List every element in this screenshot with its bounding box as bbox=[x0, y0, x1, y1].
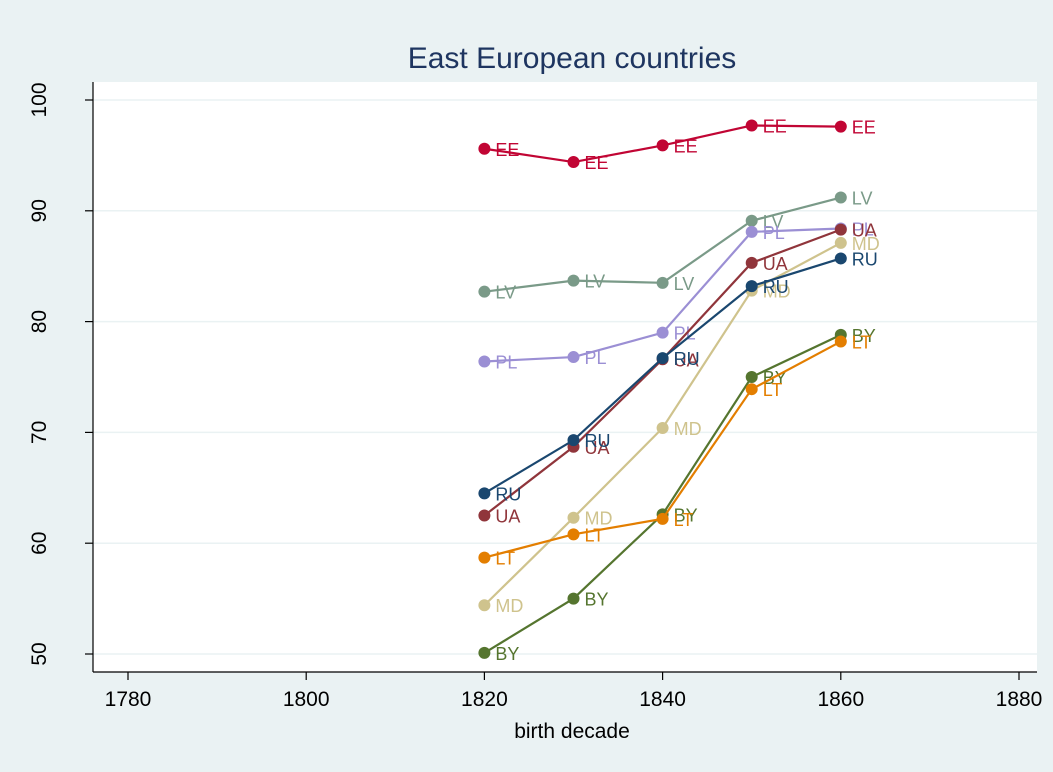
data-point bbox=[478, 487, 491, 500]
data-point bbox=[478, 646, 491, 659]
data-label: LT bbox=[495, 549, 515, 569]
data-label: PL bbox=[763, 223, 785, 243]
y-tick-label: 60 bbox=[28, 532, 51, 555]
data-point bbox=[745, 119, 758, 132]
data-point bbox=[567, 156, 580, 169]
data-label: UA bbox=[585, 438, 610, 458]
data-label: MD bbox=[674, 419, 702, 439]
data-label: LT bbox=[585, 525, 605, 545]
data-label: MD bbox=[763, 282, 791, 302]
data-label: UA bbox=[763, 254, 788, 274]
data-point bbox=[567, 592, 580, 605]
data-point bbox=[834, 191, 847, 204]
data-label: UA bbox=[852, 221, 877, 241]
data-point bbox=[567, 274, 580, 287]
data-label: PL bbox=[495, 352, 517, 372]
data-point bbox=[834, 335, 847, 348]
series-lt: LT LT LT LT LT bbox=[478, 333, 871, 569]
data-point bbox=[656, 276, 669, 289]
data-label: PL bbox=[852, 220, 874, 240]
data-point bbox=[567, 528, 580, 541]
y-tick-label: 70 bbox=[28, 421, 51, 444]
data-label: LV bbox=[674, 274, 695, 294]
data-point bbox=[478, 285, 491, 298]
data-point bbox=[478, 142, 491, 155]
data-label: EE bbox=[763, 116, 787, 136]
data-point bbox=[567, 511, 580, 524]
series-ee: EE EE EE EE EE bbox=[478, 116, 876, 173]
x-tick-label: 1780 bbox=[105, 688, 152, 711]
data-point bbox=[745, 256, 758, 269]
series-ru: RU RU RU RU RU bbox=[478, 249, 878, 504]
data-label: EE bbox=[495, 140, 519, 160]
data-label: MD bbox=[495, 596, 523, 616]
data-point bbox=[745, 371, 758, 383]
x-tick-label: 1860 bbox=[817, 688, 864, 711]
data-point bbox=[656, 421, 669, 434]
data-point bbox=[656, 352, 669, 365]
y-tick-label: 80 bbox=[28, 310, 51, 333]
data-label: EE bbox=[585, 153, 609, 173]
data-point bbox=[745, 280, 758, 293]
data-label: EE bbox=[674, 136, 698, 156]
data-point bbox=[478, 355, 491, 368]
y-tick-label: 90 bbox=[28, 199, 51, 222]
data-label: MD bbox=[852, 234, 880, 254]
data-point bbox=[478, 509, 491, 522]
data-point bbox=[656, 139, 669, 152]
series-lv: LV LV LV LV LV bbox=[478, 189, 872, 303]
data-label: LV bbox=[495, 283, 516, 303]
data-label: LT bbox=[852, 333, 872, 353]
data-point bbox=[478, 551, 491, 564]
plot-area bbox=[93, 82, 1037, 672]
data-point bbox=[834, 252, 847, 265]
data-label: RU bbox=[674, 349, 700, 369]
data-point bbox=[656, 512, 669, 525]
x-axis-ticks: 1780 1800 1820 1840 1860 1880 bbox=[105, 672, 1043, 711]
series-md: MD MD MD MD MD bbox=[478, 234, 880, 616]
data-point bbox=[567, 434, 580, 447]
data-label: LT bbox=[763, 380, 783, 400]
data-label: MD bbox=[585, 509, 613, 529]
data-point bbox=[478, 599, 491, 612]
data-point bbox=[834, 236, 847, 249]
data-point bbox=[567, 351, 580, 364]
data-label: RU bbox=[852, 249, 878, 269]
data-label: BY bbox=[674, 505, 698, 525]
data-label: EE bbox=[852, 118, 876, 138]
data-label: BY bbox=[852, 326, 876, 346]
data-label: UA bbox=[674, 350, 699, 370]
data-label: LT bbox=[674, 510, 694, 530]
data-point bbox=[834, 120, 847, 133]
y-tick-label: 50 bbox=[28, 642, 51, 665]
x-axis-label: birth decade bbox=[514, 720, 630, 743]
y-axis-ticks: 50 60 70 80 90 100 bbox=[28, 82, 93, 666]
x-tick-label: 1800 bbox=[283, 688, 330, 711]
data-point bbox=[745, 214, 758, 227]
data-point bbox=[834, 223, 847, 236]
y-tick-label: 100 bbox=[28, 82, 51, 117]
data-point bbox=[745, 225, 758, 238]
chart-title: East European countries bbox=[408, 42, 737, 75]
data-point bbox=[656, 326, 669, 339]
data-label: PL bbox=[585, 348, 607, 368]
data-label: UA bbox=[495, 507, 520, 527]
data-label: BY bbox=[585, 590, 609, 610]
data-label: RU bbox=[495, 484, 521, 504]
data-label: LV bbox=[585, 272, 606, 292]
data-label: LV bbox=[763, 212, 784, 232]
data-label: LV bbox=[852, 189, 873, 209]
data-point bbox=[745, 383, 758, 396]
x-tick-label: 1840 bbox=[639, 688, 686, 711]
x-tick-label: 1880 bbox=[996, 688, 1043, 711]
data-label: RU bbox=[585, 431, 611, 451]
grid-lines bbox=[93, 99, 1037, 655]
x-tick-label: 1820 bbox=[461, 688, 508, 711]
data-label: BY bbox=[495, 644, 519, 664]
data-label: RU bbox=[763, 277, 789, 297]
